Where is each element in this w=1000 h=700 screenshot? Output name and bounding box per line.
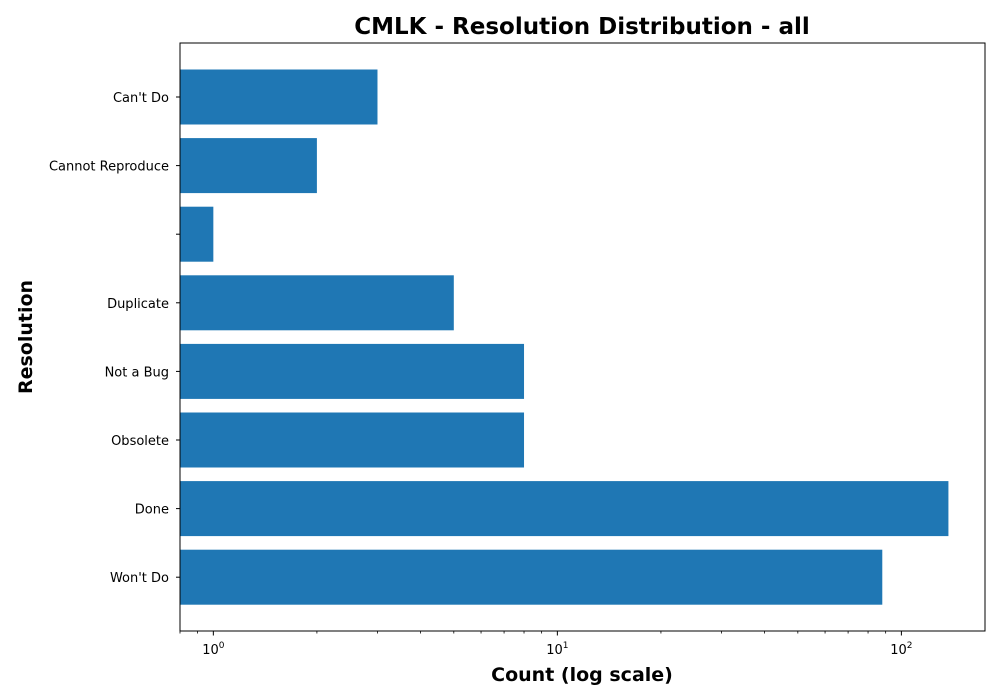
bar — [180, 275, 454, 331]
x-tick-label: 102 — [890, 641, 912, 658]
x-axis-ticks: 100 101 102 — [179, 631, 913, 658]
bar — [180, 549, 883, 605]
bars-group — [180, 69, 949, 605]
x-axis-label: Count (log scale) — [491, 664, 673, 686]
y-tick-label: Won't Do — [110, 571, 169, 586]
y-tick-label: Not a Bug — [105, 365, 169, 380]
bar — [180, 343, 525, 399]
bar — [180, 206, 214, 262]
y-axis-ticks: Can't Do Cannot Reproduce Duplicate Not a B… — [49, 91, 180, 586]
chart-title: CMLK - Resolution Distribution - all — [354, 14, 810, 40]
y-tick-label: Duplicate — [107, 297, 169, 312]
y-tick-label: Done — [135, 503, 169, 518]
x-tick-label: 100 — [202, 641, 225, 658]
x-tick-label: 101 — [546, 641, 568, 658]
y-axis-label: Resolution — [15, 280, 37, 394]
y-tick-label: Cannot Reproduce — [49, 160, 169, 175]
bar — [180, 69, 378, 125]
bar — [180, 412, 525, 468]
y-tick-label: Obsolete — [111, 434, 169, 449]
plot-frame — [179, 42, 986, 632]
y-tick-label: Can't Do — [113, 91, 169, 106]
bar — [180, 481, 949, 537]
bar — [180, 138, 317, 194]
